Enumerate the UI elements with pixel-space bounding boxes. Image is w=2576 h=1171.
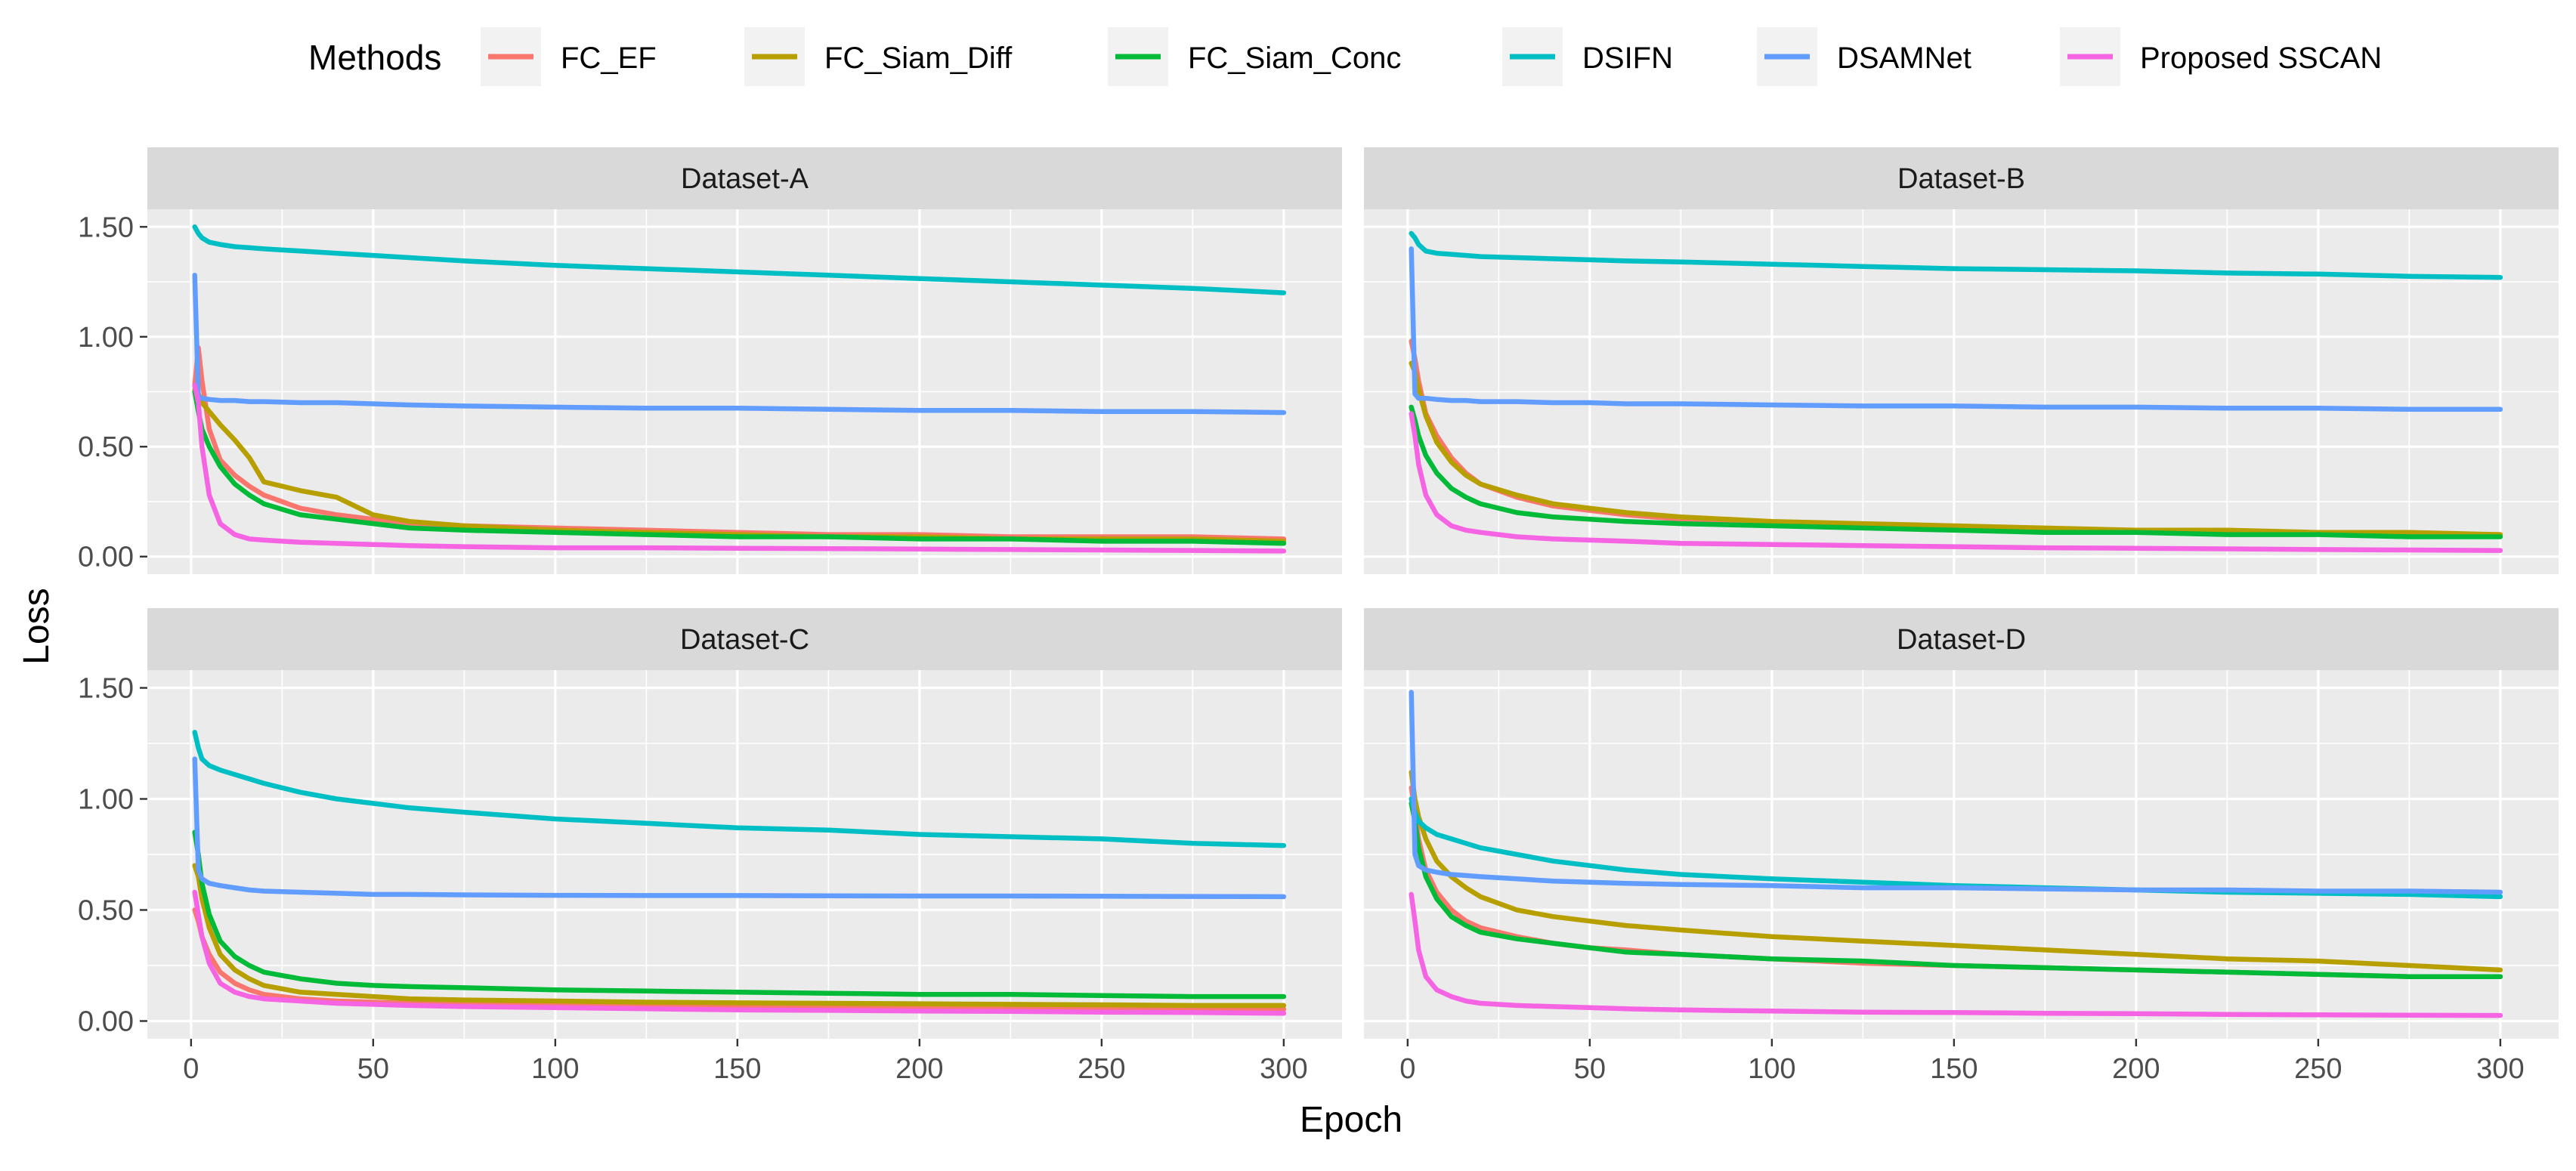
- series-line-fc-siam-diff-dataset-d: [1409, 769, 2503, 973]
- series-line-dsifn-dataset-a: [192, 224, 1287, 295]
- x-tick-label: 250: [2294, 1053, 2342, 1085]
- x-tick-label: 0: [1399, 1053, 1415, 1085]
- legend-label: FC_EF: [561, 42, 657, 75]
- y-tick-label: 1.00: [78, 784, 134, 816]
- strip-dataset-a: [147, 147, 1342, 209]
- legend-entry-fc-siam-diff: FC_Siam_Diff: [744, 27, 1013, 86]
- series-group-dataset-c: [192, 730, 1287, 1016]
- x-tick-label: 200: [2112, 1053, 2160, 1085]
- series-line-dsifn-dataset-b: [1409, 230, 2503, 280]
- series-line-dsamnet-dataset-d: [1409, 690, 2503, 895]
- y-tick-label: 1.50: [78, 673, 134, 705]
- legend-entry-fc-ef: FC_EF: [481, 27, 657, 86]
- y-axis-dataset-a: 0.00 0.50 1.00 1.50: [78, 212, 147, 573]
- legend-entry-fc-siam-conc: FC_Siam_Conc: [1108, 27, 1401, 86]
- x-tick-label: 300: [1260, 1053, 1307, 1085]
- legend-title: Methods: [308, 38, 441, 77]
- panel-dataset-d: Dataset-D 0 50 100 150 200 250 300: [1364, 608, 2559, 1085]
- series-line-dsamnet-dataset-a: [192, 273, 1287, 416]
- gridlines-dataset-c: [147, 670, 1342, 1039]
- x-tick-label: 0: [183, 1053, 199, 1085]
- panel-dataset-c: Dataset-C 0.00 0.50 1.00 1.50 0 50 100 150 200 250…: [78, 608, 1342, 1085]
- x-tick-label: 50: [357, 1053, 389, 1085]
- x-axis-dataset-c: 0 50 100 150 200 250 300: [183, 1039, 1308, 1085]
- series-line-proposed-sscan-dataset-d: [1409, 891, 2503, 1018]
- series-line-fc-siam-diff-dataset-b: [1409, 360, 2503, 537]
- legend-label: DSIFN: [1582, 42, 1673, 75]
- x-tick-label: 150: [713, 1053, 761, 1085]
- series-group-dataset-d: [1409, 690, 2503, 1018]
- y-axis-title: Loss: [17, 588, 57, 664]
- series-line-dsamnet-dataset-c: [192, 756, 1287, 900]
- series-line-fc-siam-conc-dataset-a: [192, 389, 1287, 546]
- legend-entry-dsifn: DSIFN: [1502, 27, 1673, 86]
- y-axis-dataset-c: 0.00 0.50 1.00 1.50: [78, 673, 147, 1037]
- series-group-dataset-a: [192, 224, 1287, 554]
- legend-label: FC_Siam_Conc: [1188, 42, 1401, 75]
- strip-label-dataset-b: Dataset-B: [1897, 163, 2025, 195]
- series-line-dsifn-dataset-c: [192, 730, 1287, 848]
- legend-label: Proposed SSCAN: [2140, 42, 2382, 75]
- x-tick-label: 250: [1078, 1053, 1125, 1085]
- y-tick-label: 0.50: [78, 431, 134, 463]
- gridlines-dataset-b: [1364, 209, 2559, 574]
- y-tick-label: 0.00: [78, 1006, 134, 1037]
- strip-label-dataset-c: Dataset-C: [680, 624, 809, 656]
- x-axis-title: Epoch: [1300, 1100, 1402, 1140]
- y-tick-label: 0.50: [78, 894, 134, 926]
- y-tick-label: 1.50: [78, 212, 134, 243]
- series-line-proposed-sscan-dataset-b: [1409, 411, 2503, 553]
- x-tick-label: 100: [531, 1053, 579, 1085]
- series-group-dataset-b: [1409, 230, 2503, 553]
- x-tick-label: 100: [1748, 1053, 1795, 1085]
- series-line-fc-siam-conc-dataset-c: [192, 830, 1287, 1000]
- legend-entry-dsamnet: DSAMNet: [1757, 27, 1971, 86]
- x-tick-label: 50: [1574, 1053, 1606, 1085]
- strip-label-dataset-d: Dataset-D: [1897, 624, 2026, 656]
- series-line-proposed-sscan-dataset-a: [192, 382, 1287, 554]
- series-line-fc-siam-conc-dataset-b: [1409, 404, 2503, 539]
- x-axis-dataset-d: 0 50 100 150 200 250 300: [1399, 1039, 2525, 1085]
- strip-label-dataset-a: Dataset-A: [681, 163, 809, 195]
- x-tick-label: 200: [895, 1053, 943, 1085]
- x-tick-label: 150: [1930, 1053, 1978, 1085]
- facet-panels: Dataset-A 0.00 0.50 1.00 1.50 Dataset-B Datase…: [78, 147, 2559, 1085]
- series-line-proposed-sscan-dataset-c: [192, 889, 1287, 1016]
- y-tick-label: 0.00: [78, 542, 134, 573]
- series-line-fc-siam-conc-dataset-d: [1409, 801, 2503, 979]
- legend-label: FC_Siam_Diff: [824, 42, 1013, 75]
- legend-entry-proposed-sscan: Proposed SSCAN: [2060, 27, 2382, 86]
- y-tick-label: 1.00: [78, 322, 134, 354]
- strip-dataset-b: [1364, 147, 2559, 209]
- panel-dataset-b: Dataset-B: [1364, 147, 2559, 574]
- x-tick-label: 300: [2476, 1053, 2524, 1085]
- legend-label: DSAMNet: [1837, 42, 1971, 75]
- panel-dataset-a: Dataset-A 0.00 0.50 1.00 1.50: [78, 147, 1342, 574]
- strip-dataset-c: [147, 608, 1342, 670]
- series-line-fc-siam-diff-dataset-c: [192, 863, 1287, 1009]
- legend: Methods FC_EF FC_Siam_Diff FC_Siam_Conc DSIF…: [308, 27, 2382, 86]
- series-line-dsamnet-dataset-b: [1409, 246, 2503, 412]
- strip-dataset-d: [1364, 608, 2559, 670]
